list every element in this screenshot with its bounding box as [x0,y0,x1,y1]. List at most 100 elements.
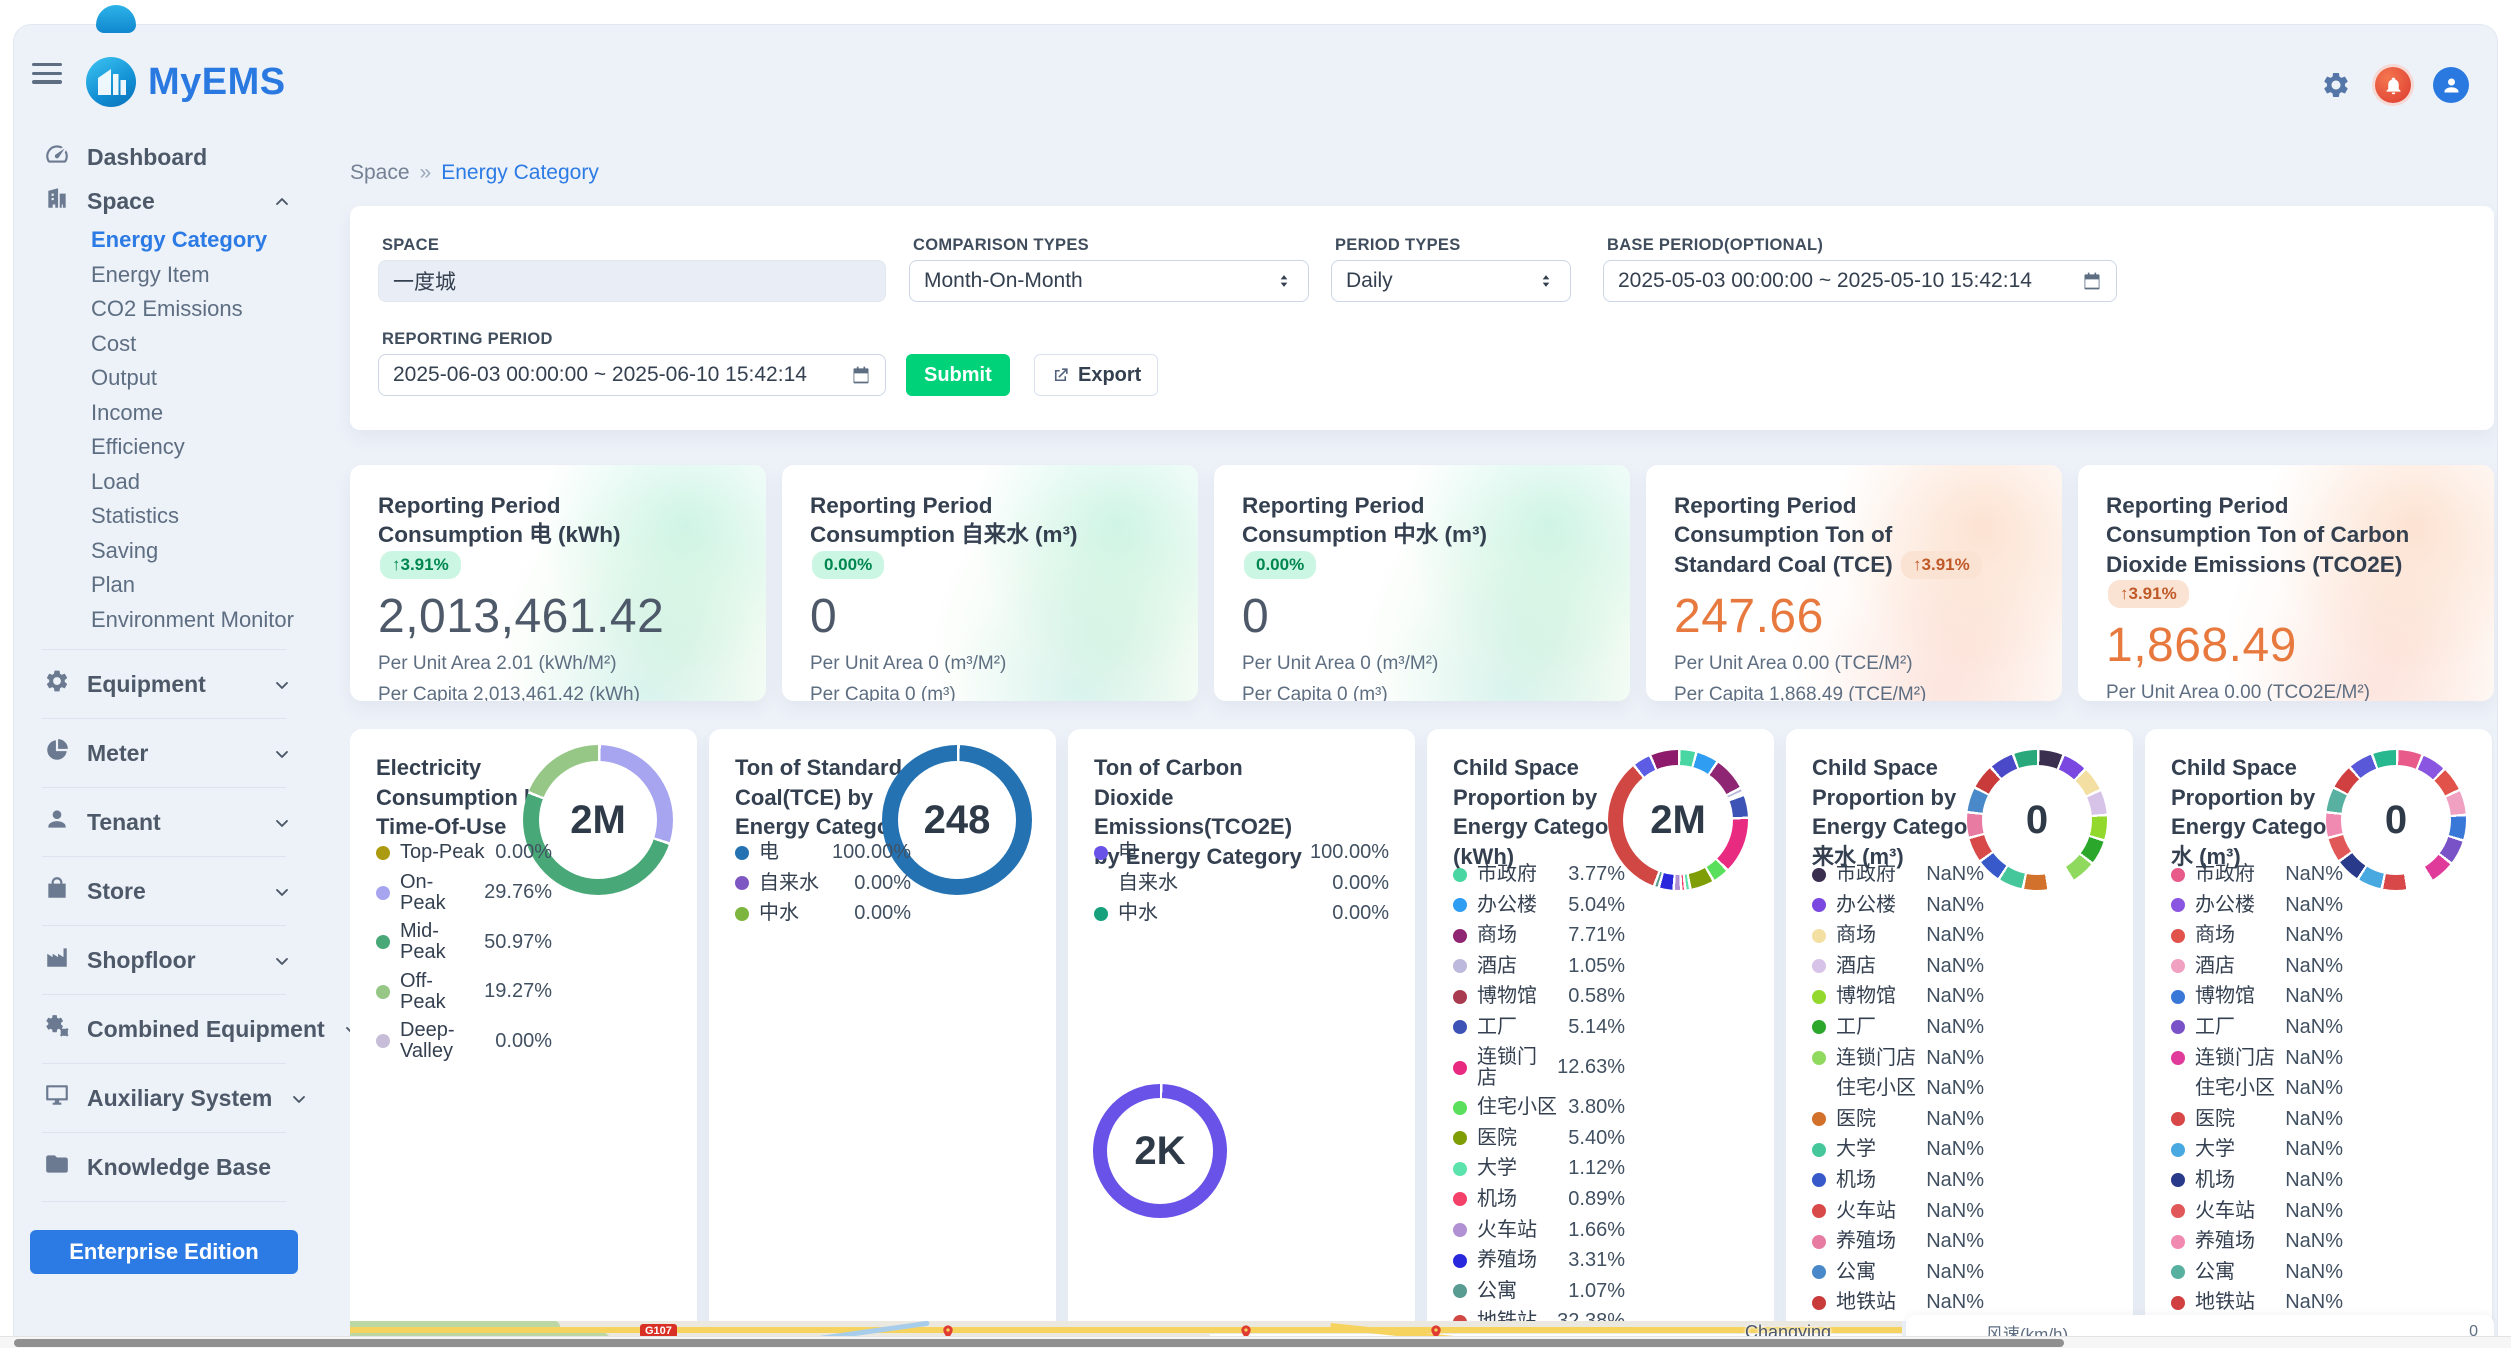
legend-item[interactable]: 博物馆NaN% [2171,985,2343,1008]
sidebar-item-cost[interactable]: Cost [14,327,314,362]
sidebar-item-efficiency[interactable]: Efficiency [14,430,314,465]
legend-item[interactable]: Top-Peak0.00% [376,841,552,864]
breadcrumb-current[interactable]: Energy Category [441,161,599,185]
legend-item[interactable]: 火车站1.66% [1453,1219,1625,1242]
legend-item[interactable]: Deep-Valley0.00% [376,1020,552,1062]
legend-item[interactable]: 自来水0.00% [735,872,911,895]
base-period-input[interactable]: 2025-05-03 00:00:00 ~ 2025-05-10 15:42:1… [1603,260,2117,302]
legend-item[interactable]: 公寓1.07% [1453,1280,1625,1303]
sidebar-item-income[interactable]: Income [14,396,314,431]
sidebar-item-energy-category[interactable]: Energy Category [14,223,314,258]
sidebar-item-co2-emissions[interactable]: CO2 Emissions [14,292,314,327]
legend-item[interactable]: 大学NaN% [2171,1138,2343,1161]
reporting-period-input[interactable]: 2025-06-03 00:00:00 ~ 2025-06-10 15:42:1… [378,354,886,396]
hamburger-menu-icon[interactable] [32,63,62,85]
sidebar-item-store[interactable]: Store [14,869,314,913]
space-input[interactable]: 一度城 [378,260,886,302]
sidebar-item-combined-equipment[interactable]: Combined Equipment [14,1007,314,1051]
legend-item[interactable]: 公寓NaN% [1812,1261,1984,1284]
legend-item[interactable]: 机场NaN% [2171,1169,2343,1192]
sidebar-divider [42,856,286,857]
sidebar-item-space[interactable]: Space [14,179,314,223]
sidebar-item-tenant[interactable]: Tenant [14,800,314,844]
brand[interactable]: MyEMS [86,57,286,107]
legend-percent: 0.89% [1568,1188,1625,1211]
period-types-select[interactable]: Daily [1331,260,1571,302]
comparison-types-select[interactable]: Month-On-Month [909,260,1309,302]
legend-item[interactable]: 医院NaN% [1812,1108,1984,1131]
scrollbar-thumb[interactable] [14,1339,2064,1347]
legend-item[interactable]: 电100.00% [735,841,911,864]
legend-item[interactable]: 养殖场NaN% [2171,1230,2343,1253]
legend-item[interactable]: 工厂5.14% [1453,1016,1625,1039]
sidebar-item-auxiliary-system[interactable]: Auxiliary System [14,1076,314,1120]
legend-item[interactable]: 酒店NaN% [2171,955,2343,978]
legend-item[interactable]: 酒店1.05% [1453,955,1625,978]
legend-item[interactable]: 地铁站NaN% [1812,1291,1984,1314]
legend-item[interactable]: 大学NaN% [1812,1138,1984,1161]
legend-item[interactable]: 商场NaN% [2171,924,2343,947]
legend-item[interactable]: 医院5.40% [1453,1127,1625,1150]
sidebar-item-shopfloor[interactable]: Shopfloor [14,938,314,982]
legend-item[interactable]: 连锁门店12.63% [1453,1047,1625,1089]
legend-item[interactable]: 机场NaN% [1812,1169,1984,1192]
sidebar-item-load[interactable]: Load [14,465,314,500]
legend-item[interactable]: 办公楼NaN% [1812,894,1984,917]
legend-item[interactable]: 酒店NaN% [1812,955,1984,978]
legend-item[interactable]: Off-Peak19.27% [376,971,552,1013]
legend-item[interactable]: 商场NaN% [1812,924,1984,947]
notification-bell-icon[interactable] [2375,67,2411,103]
sidebar-item-energy-item[interactable]: Energy Item [14,258,314,293]
sidebar-item-saving[interactable]: Saving [14,534,314,569]
legend-item[interactable]: 市政府NaN% [1812,863,1984,886]
legend-item[interactable]: 博物馆0.58% [1453,985,1625,1008]
legend-item[interactable]: Mid-Peak50.97% [376,921,552,963]
legend-item[interactable]: 火车站NaN% [1812,1200,1984,1223]
sidebar-item-knowledge-base[interactable]: Knowledge Base [14,1145,314,1189]
legend-item[interactable]: 养殖场NaN% [1812,1230,1984,1253]
enterprise-edition-button[interactable]: Enterprise Edition [30,1230,298,1274]
legend-item[interactable]: 工厂NaN% [1812,1016,1984,1039]
legend-item[interactable]: 商场7.71% [1453,924,1625,947]
sidebar-item-plan[interactable]: Plan [14,568,314,603]
legend-item[interactable]: 住宅小区NaN% [1812,1077,1984,1100]
legend-item[interactable]: 医院NaN% [2171,1108,2343,1131]
sidebar-item-dashboard[interactable]: Dashboard [14,135,314,179]
submit-button[interactable]: Submit [906,354,1010,396]
legend-item[interactable]: On-Peak29.76% [376,872,552,914]
legend-item[interactable]: 自来水0.00% [1094,872,1389,895]
stat-card: Reporting Period Consumption 中水 (m³) 0.0… [1214,465,1630,701]
legend-item[interactable]: 中水0.00% [1094,902,1389,925]
legend-item[interactable]: 办公楼5.04% [1453,894,1625,917]
legend-item[interactable]: 办公楼NaN% [2171,894,2343,917]
legend-item[interactable]: 市政府NaN% [2171,863,2343,886]
legend-item[interactable]: 地铁站32.38% [1453,1310,1625,1321]
legend-item[interactable]: 住宅小区NaN% [2171,1077,2343,1100]
legend-item[interactable]: 住宅小区3.80% [1453,1096,1625,1119]
sidebar-item-meter[interactable]: Meter [14,731,314,775]
legend-item[interactable]: 连锁门店NaN% [1812,1047,1984,1070]
legend-item[interactable]: 连锁门店NaN% [2171,1047,2343,1070]
legend-item[interactable]: 博物馆NaN% [1812,985,1984,1008]
sidebar-item-equipment[interactable]: Equipment [14,662,314,706]
legend-item[interactable]: 地铁站NaN% [2171,1291,2343,1314]
sidebar-item-output[interactable]: Output [14,361,314,396]
legend-item[interactable]: 大学1.12% [1453,1157,1625,1180]
legend-item[interactable]: 市政府3.77% [1453,863,1625,886]
legend-item[interactable]: 养殖场3.31% [1453,1249,1625,1272]
sidebar-item-environment-monitor[interactable]: Environment Monitor [14,603,314,638]
settings-gear-icon[interactable] [2319,68,2353,102]
user-avatar[interactable] [2433,67,2469,103]
legend-item[interactable]: 工厂NaN% [2171,1016,2343,1039]
breadcrumb-parent[interactable]: Space [350,161,410,185]
legend-item[interactable]: 中水0.00% [735,902,911,925]
legend-item[interactable]: 机场0.89% [1453,1188,1625,1211]
legend-item[interactable]: 火车站NaN% [2171,1200,2343,1223]
export-button[interactable]: Export [1034,354,1158,396]
legend-item[interactable]: 电100.00% [1094,841,1389,864]
chevron-down-icon [272,881,292,901]
sidebar-item-statistics[interactable]: Statistics [14,499,314,534]
legend-item[interactable]: 公寓NaN% [2171,1261,2343,1284]
legend-percent: NaN% [2285,1261,2343,1284]
donut-chart-card: Ton of Standard Coal(TCE) by Energy Cate… [709,729,1056,1321]
